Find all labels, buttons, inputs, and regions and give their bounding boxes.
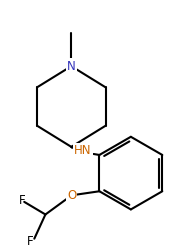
Text: HN: HN <box>74 144 92 158</box>
Text: O: O <box>67 189 76 202</box>
Text: F: F <box>18 194 25 207</box>
Text: N: N <box>67 60 76 73</box>
Text: F: F <box>27 235 34 248</box>
